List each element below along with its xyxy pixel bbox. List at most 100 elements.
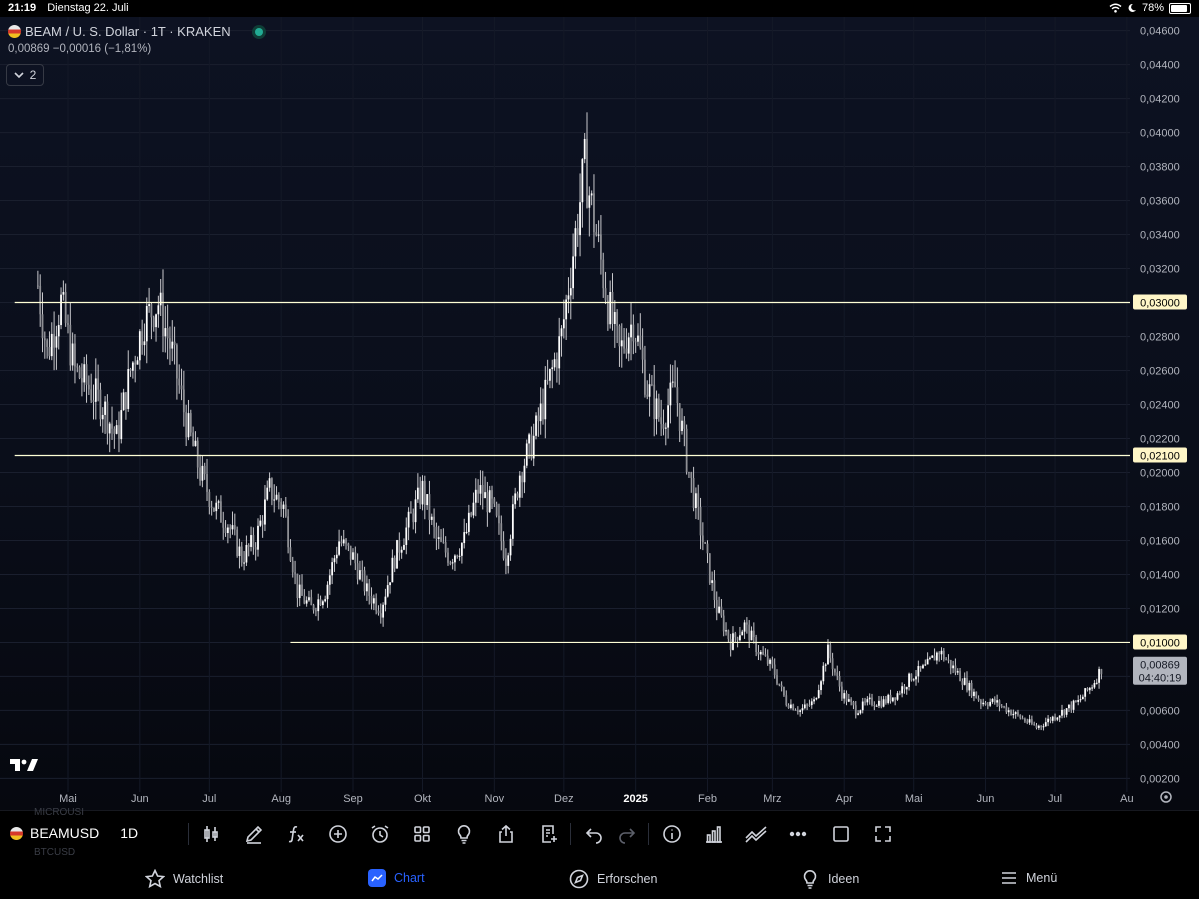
time-axis[interactable]: Mai Jun Jul Aug Sep Okt Nov Dez 2025 Feb Mrz Apr Mai…	[59, 793, 1133, 805]
share-button[interactable]	[494, 822, 518, 846]
candle	[354, 546, 357, 571]
candle	[270, 477, 273, 506]
candle	[998, 699, 1001, 712]
candle	[701, 522, 704, 551]
object-tree-button[interactable]	[829, 822, 853, 846]
alert-button[interactable]	[368, 822, 392, 846]
candle	[310, 589, 313, 606]
price-axis[interactable]: 0,04600 0,04400 0,04200 0,04000 0,03800 0,036…	[1140, 26, 1180, 786]
y-tick-label: 0,04600	[1140, 26, 1180, 38]
financials-button[interactable]	[702, 822, 726, 846]
candle	[454, 554, 456, 571]
candle	[349, 545, 352, 566]
nav-ideas[interactable]: Ideen	[800, 869, 859, 889]
nav-chart[interactable]: Chart	[368, 869, 425, 887]
symbol-selector[interactable]: BEAMUSD 1D	[10, 825, 138, 841]
candle-type-icon	[204, 826, 218, 842]
add-button[interactable]	[326, 822, 350, 846]
interval-selector[interactable]: 1D	[120, 825, 139, 841]
candle	[549, 368, 551, 389]
candle	[192, 426, 195, 447]
candle	[604, 271, 607, 305]
candle	[532, 423, 535, 467]
candle	[201, 455, 204, 488]
x-tick-label: Feb	[698, 793, 717, 805]
candle	[979, 698, 982, 710]
candle	[180, 368, 183, 401]
candle	[442, 528, 445, 544]
candle	[479, 470, 482, 506]
chart-title[interactable]: BEAM / U. S. Dollar · 1T · KRAKEN	[25, 24, 231, 39]
candle	[602, 252, 605, 298]
candle	[627, 332, 630, 362]
candle	[238, 538, 241, 569]
indicators-toggle-button[interactable]: 2	[6, 64, 44, 86]
x-tick-label: Au	[1120, 793, 1133, 805]
candle	[546, 359, 549, 385]
axis-settings-icon[interactable]	[1160, 791, 1172, 803]
candle	[963, 672, 966, 686]
candle	[421, 475, 424, 511]
undo-button[interactable]	[582, 822, 606, 846]
candle	[275, 486, 278, 501]
chart-toolbar: MICROUSI BEAMUSD 1D BTCUSD	[0, 807, 1199, 858]
candle	[308, 590, 310, 602]
candle	[917, 660, 920, 683]
candle-type-button[interactable]	[199, 822, 223, 846]
nav-explore[interactable]: Erforschen	[569, 869, 657, 889]
candle	[451, 558, 454, 570]
chart-header: BEAM / U. S. Dollar · 1T · KRAKEN 0,0086…	[8, 24, 263, 55]
nav-watchlist[interactable]: Watchlist	[145, 869, 223, 889]
candle	[878, 695, 880, 709]
candle	[229, 524, 232, 539]
layout-button[interactable]	[410, 822, 434, 846]
candle	[530, 426, 533, 461]
candle	[159, 278, 162, 316]
compare-button[interactable]	[744, 822, 768, 846]
info-button[interactable]	[660, 822, 684, 846]
candle	[562, 299, 565, 339]
x-tick-label: Aug	[271, 793, 291, 805]
y-tick-label: 0,00200	[1140, 773, 1180, 785]
drawing-button[interactable]	[242, 822, 266, 846]
candle	[697, 484, 700, 520]
candle	[1077, 695, 1080, 706]
candle	[606, 294, 609, 331]
candle	[555, 352, 558, 383]
candle	[277, 492, 280, 510]
status-left: 21:19 Dienstag 22. Juli	[8, 2, 129, 14]
candle	[662, 409, 665, 436]
candle	[470, 511, 473, 518]
candle	[583, 132, 586, 164]
chart-area[interactable]: 0,04600 0,04400 0,04200 0,04000 0,03800 0,036…	[0, 17, 1199, 810]
add-to-watchlist-button[interactable]	[537, 822, 561, 846]
y-tick-label: 0,02400	[1140, 400, 1180, 412]
indicators-button[interactable]	[284, 822, 308, 846]
symbol-name[interactable]: BEAMUSD	[30, 825, 100, 841]
candle	[778, 683, 781, 687]
ideas-button[interactable]	[452, 822, 476, 846]
fullscreen-button[interactable]	[871, 822, 895, 846]
candle	[129, 367, 132, 377]
price-chart[interactable]: 0,04600 0,04400 0,04200 0,04000 0,03800 0,036…	[0, 17, 1199, 810]
candle	[386, 575, 389, 598]
candle	[857, 710, 859, 716]
candle	[861, 697, 864, 714]
candle	[43, 331, 46, 359]
y-tick-label: 0,03200	[1140, 264, 1180, 276]
redo-button[interactable]	[615, 822, 639, 846]
x-tick-label: Jun	[977, 793, 995, 805]
y-tick-label: 0,01400	[1140, 569, 1180, 581]
symbol-flag-icon	[8, 25, 21, 38]
chevron-down-icon	[14, 71, 24, 78]
candle	[567, 277, 570, 314]
nav-menu[interactable]: Menü	[1000, 869, 1057, 887]
candle	[868, 693, 871, 705]
candle	[217, 499, 220, 509]
candle	[905, 686, 908, 695]
candle	[368, 578, 371, 605]
more-button[interactable]	[786, 822, 810, 846]
candle	[771, 656, 774, 669]
candle	[1061, 704, 1063, 719]
